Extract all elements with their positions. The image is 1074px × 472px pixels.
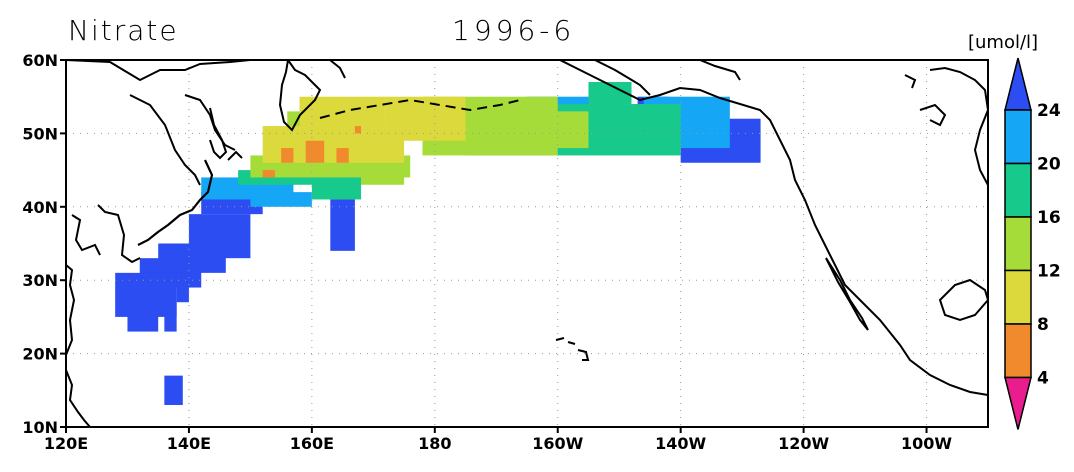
region-8-12 (588, 82, 632, 105)
region-12-16 (527, 111, 589, 149)
lon-tick-label: 180 (418, 434, 451, 453)
region-12-16 (361, 162, 405, 185)
variable-title: Nitrate (68, 14, 179, 47)
colorbar-label: 24 (1037, 101, 1061, 121)
coastline (66, 60, 988, 427)
region-20-24 (354, 126, 362, 134)
units-label: [umol/l] (968, 32, 1039, 53)
region-20-24 (262, 170, 275, 178)
region-0-4 (164, 302, 177, 332)
colorbar-label: 20 (1037, 155, 1061, 175)
lat-tick-label: 10N (22, 418, 58, 437)
region-0-4 (176, 272, 189, 303)
colorbar: 4 8 12 16 20 24 (1004, 57, 1061, 430)
lon-tick-label: 140E (167, 434, 211, 453)
region-20-24 (336, 148, 349, 163)
map-frame (65, 59, 989, 428)
longitude-axis: 120E 140E 160E 180 160W 140W 120W 100W (44, 427, 952, 453)
region-20-24 (305, 140, 325, 163)
lon-tick-label: 160W (532, 434, 583, 453)
region-0-4 (164, 375, 183, 405)
colorbar-bottom-arrow (1004, 376, 1032, 430)
colorbar-label: 12 (1037, 262, 1061, 282)
colorbar-segment (1004, 216, 1032, 272)
region-0-4 (127, 309, 159, 332)
colorbar-label: 16 (1037, 208, 1061, 228)
colorbar-segment (1004, 162, 1032, 218)
lat-tick-label: 50N (22, 124, 58, 143)
lat-tick-label: 40N (22, 198, 58, 217)
lat-tick-label: 30N (22, 271, 58, 290)
region-8-12 (311, 177, 362, 200)
date-title: 1996-6 (452, 14, 576, 47)
lon-tick-label: 160E (290, 434, 334, 453)
region-4-8 (250, 192, 312, 207)
region-16-20 (385, 96, 466, 141)
region-0-4 (330, 199, 355, 251)
colorbar-segment (1004, 323, 1032, 379)
lat-tick-label: 60N (22, 51, 58, 70)
latitude-axis: 60N 50N 40N 30N 20N 10N (22, 51, 66, 437)
colorbar-segment (1004, 109, 1032, 165)
lon-tick-label: 100W (901, 434, 952, 453)
colorbar-label: 8 (1037, 315, 1049, 335)
nitrate-field (115, 82, 761, 405)
colorbar-label: 4 (1037, 369, 1049, 389)
lon-tick-label: 120E (44, 434, 88, 453)
region-20-24 (281, 148, 294, 163)
colorbar-top-arrow (1004, 57, 1032, 111)
lon-tick-label: 120W (778, 434, 829, 453)
lat-tick-label: 20N (22, 345, 58, 364)
region-16-20 (299, 96, 386, 134)
colorbar-segment (1004, 269, 1032, 325)
lon-tick-label: 140W (655, 434, 706, 453)
